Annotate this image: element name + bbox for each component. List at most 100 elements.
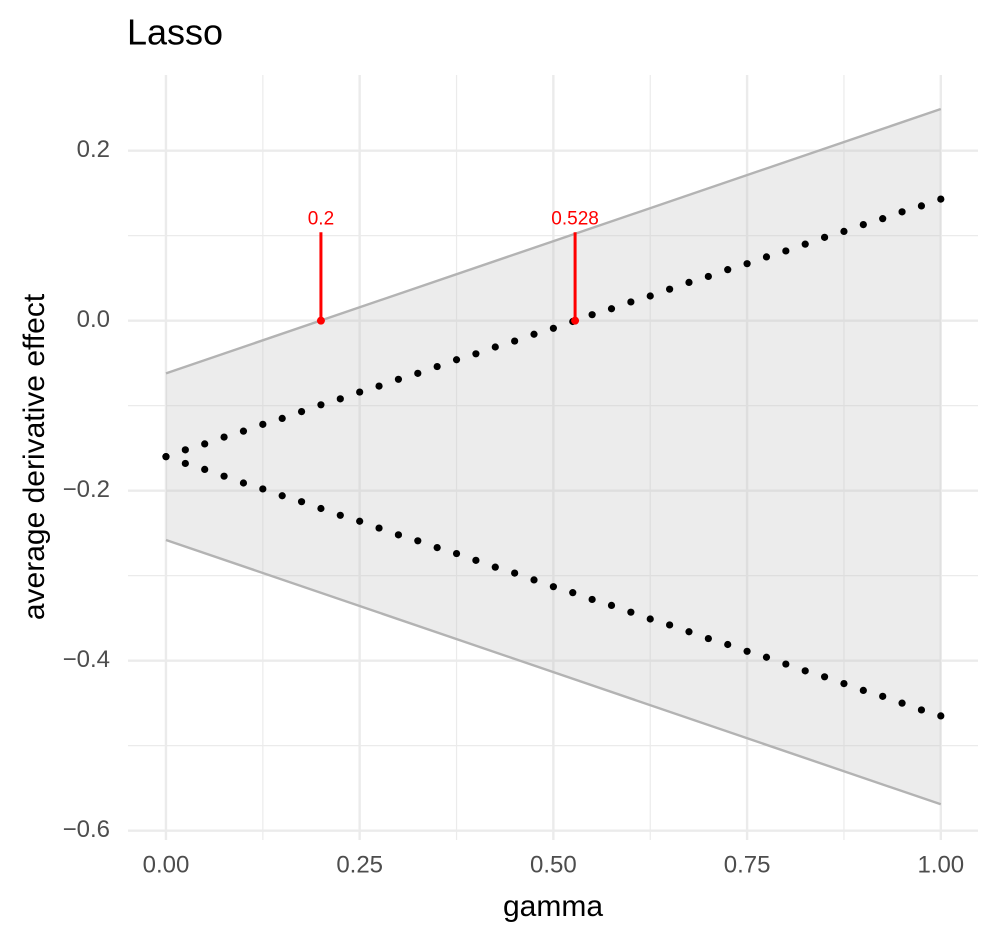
x-tick-label: 0.50 <box>530 851 577 878</box>
dot <box>937 712 945 720</box>
dot <box>549 583 557 591</box>
band-upper-line <box>165 107 942 375</box>
dot <box>743 647 751 655</box>
dot <box>782 660 790 668</box>
dot <box>414 369 422 377</box>
dot <box>588 595 596 604</box>
dot <box>491 343 499 351</box>
dot <box>743 260 751 268</box>
y-tick-label: −0.4 <box>63 646 110 673</box>
dot <box>511 569 519 577</box>
dot <box>762 653 771 661</box>
dot <box>801 667 809 675</box>
dot <box>646 292 654 300</box>
dot <box>859 686 867 695</box>
dot <box>278 414 286 422</box>
y-axis-title: average derivative effect <box>18 293 51 620</box>
dot <box>394 375 403 383</box>
dot <box>704 272 712 281</box>
dot <box>201 440 209 448</box>
dot <box>239 427 248 435</box>
dot <box>297 408 306 416</box>
dot <box>762 253 771 261</box>
chart-title: Lasso <box>127 12 223 53</box>
dot <box>704 634 712 643</box>
dot <box>239 479 248 487</box>
dot <box>220 472 228 480</box>
dot <box>259 485 267 493</box>
dot <box>414 537 422 545</box>
dot <box>375 524 383 532</box>
dot <box>201 465 209 473</box>
dot <box>820 233 829 241</box>
dot <box>685 278 693 286</box>
dot <box>394 531 403 539</box>
dot <box>375 382 383 390</box>
dot <box>917 706 926 714</box>
dot <box>666 285 674 293</box>
dot <box>433 362 441 371</box>
band-area <box>165 109 941 805</box>
dot <box>259 420 267 428</box>
dot <box>220 433 228 441</box>
band-lower-line <box>165 538 942 806</box>
dot <box>336 395 344 403</box>
dot <box>181 446 189 454</box>
y-tick-label: −0.2 <box>63 476 110 503</box>
dot <box>646 615 654 623</box>
marker-label: 0.528 <box>551 208 599 229</box>
dot <box>898 208 906 216</box>
dot <box>607 601 616 610</box>
dot <box>491 563 499 571</box>
dot <box>549 324 557 332</box>
dot <box>356 388 364 396</box>
dot <box>317 401 325 409</box>
dot <box>627 298 635 306</box>
dot <box>452 549 461 558</box>
dot <box>181 459 189 468</box>
dot <box>627 608 635 616</box>
dot <box>801 240 809 248</box>
dot <box>569 589 577 597</box>
dot <box>588 311 596 319</box>
dot <box>472 556 480 564</box>
dot <box>530 330 538 338</box>
dot <box>685 628 693 636</box>
dot <box>472 350 480 358</box>
dot <box>278 492 286 500</box>
dot <box>917 202 926 210</box>
dot <box>356 517 364 525</box>
y-tick-label: −0.6 <box>63 816 110 843</box>
y-tick-label: 0.2 <box>77 136 110 163</box>
dot <box>898 699 906 707</box>
marker-point <box>316 316 325 325</box>
y-tick-label: 0.0 <box>77 306 110 333</box>
x-tick-label: 0.75 <box>724 851 771 878</box>
dot <box>879 215 887 223</box>
dot <box>859 221 867 229</box>
dot <box>530 576 538 584</box>
marker-label: 0.2 <box>308 208 334 229</box>
x-tick-label: 1.00 <box>917 851 964 878</box>
dot <box>297 498 306 506</box>
dot <box>452 356 461 364</box>
x-tick-label: 0.25 <box>336 851 383 878</box>
marker-point <box>571 316 580 325</box>
dot <box>724 640 732 649</box>
dot <box>607 305 616 313</box>
dot <box>937 195 945 203</box>
x-axis-title: gamma <box>503 890 603 923</box>
dot <box>162 453 170 461</box>
dot <box>782 247 790 255</box>
x-tick-label: 0.00 <box>143 851 190 878</box>
dot <box>724 266 732 274</box>
dot <box>336 511 344 519</box>
dot <box>317 504 325 513</box>
dot <box>511 337 519 345</box>
dot <box>840 227 848 235</box>
dot <box>666 621 674 629</box>
dot <box>433 544 441 552</box>
dot <box>879 692 887 700</box>
